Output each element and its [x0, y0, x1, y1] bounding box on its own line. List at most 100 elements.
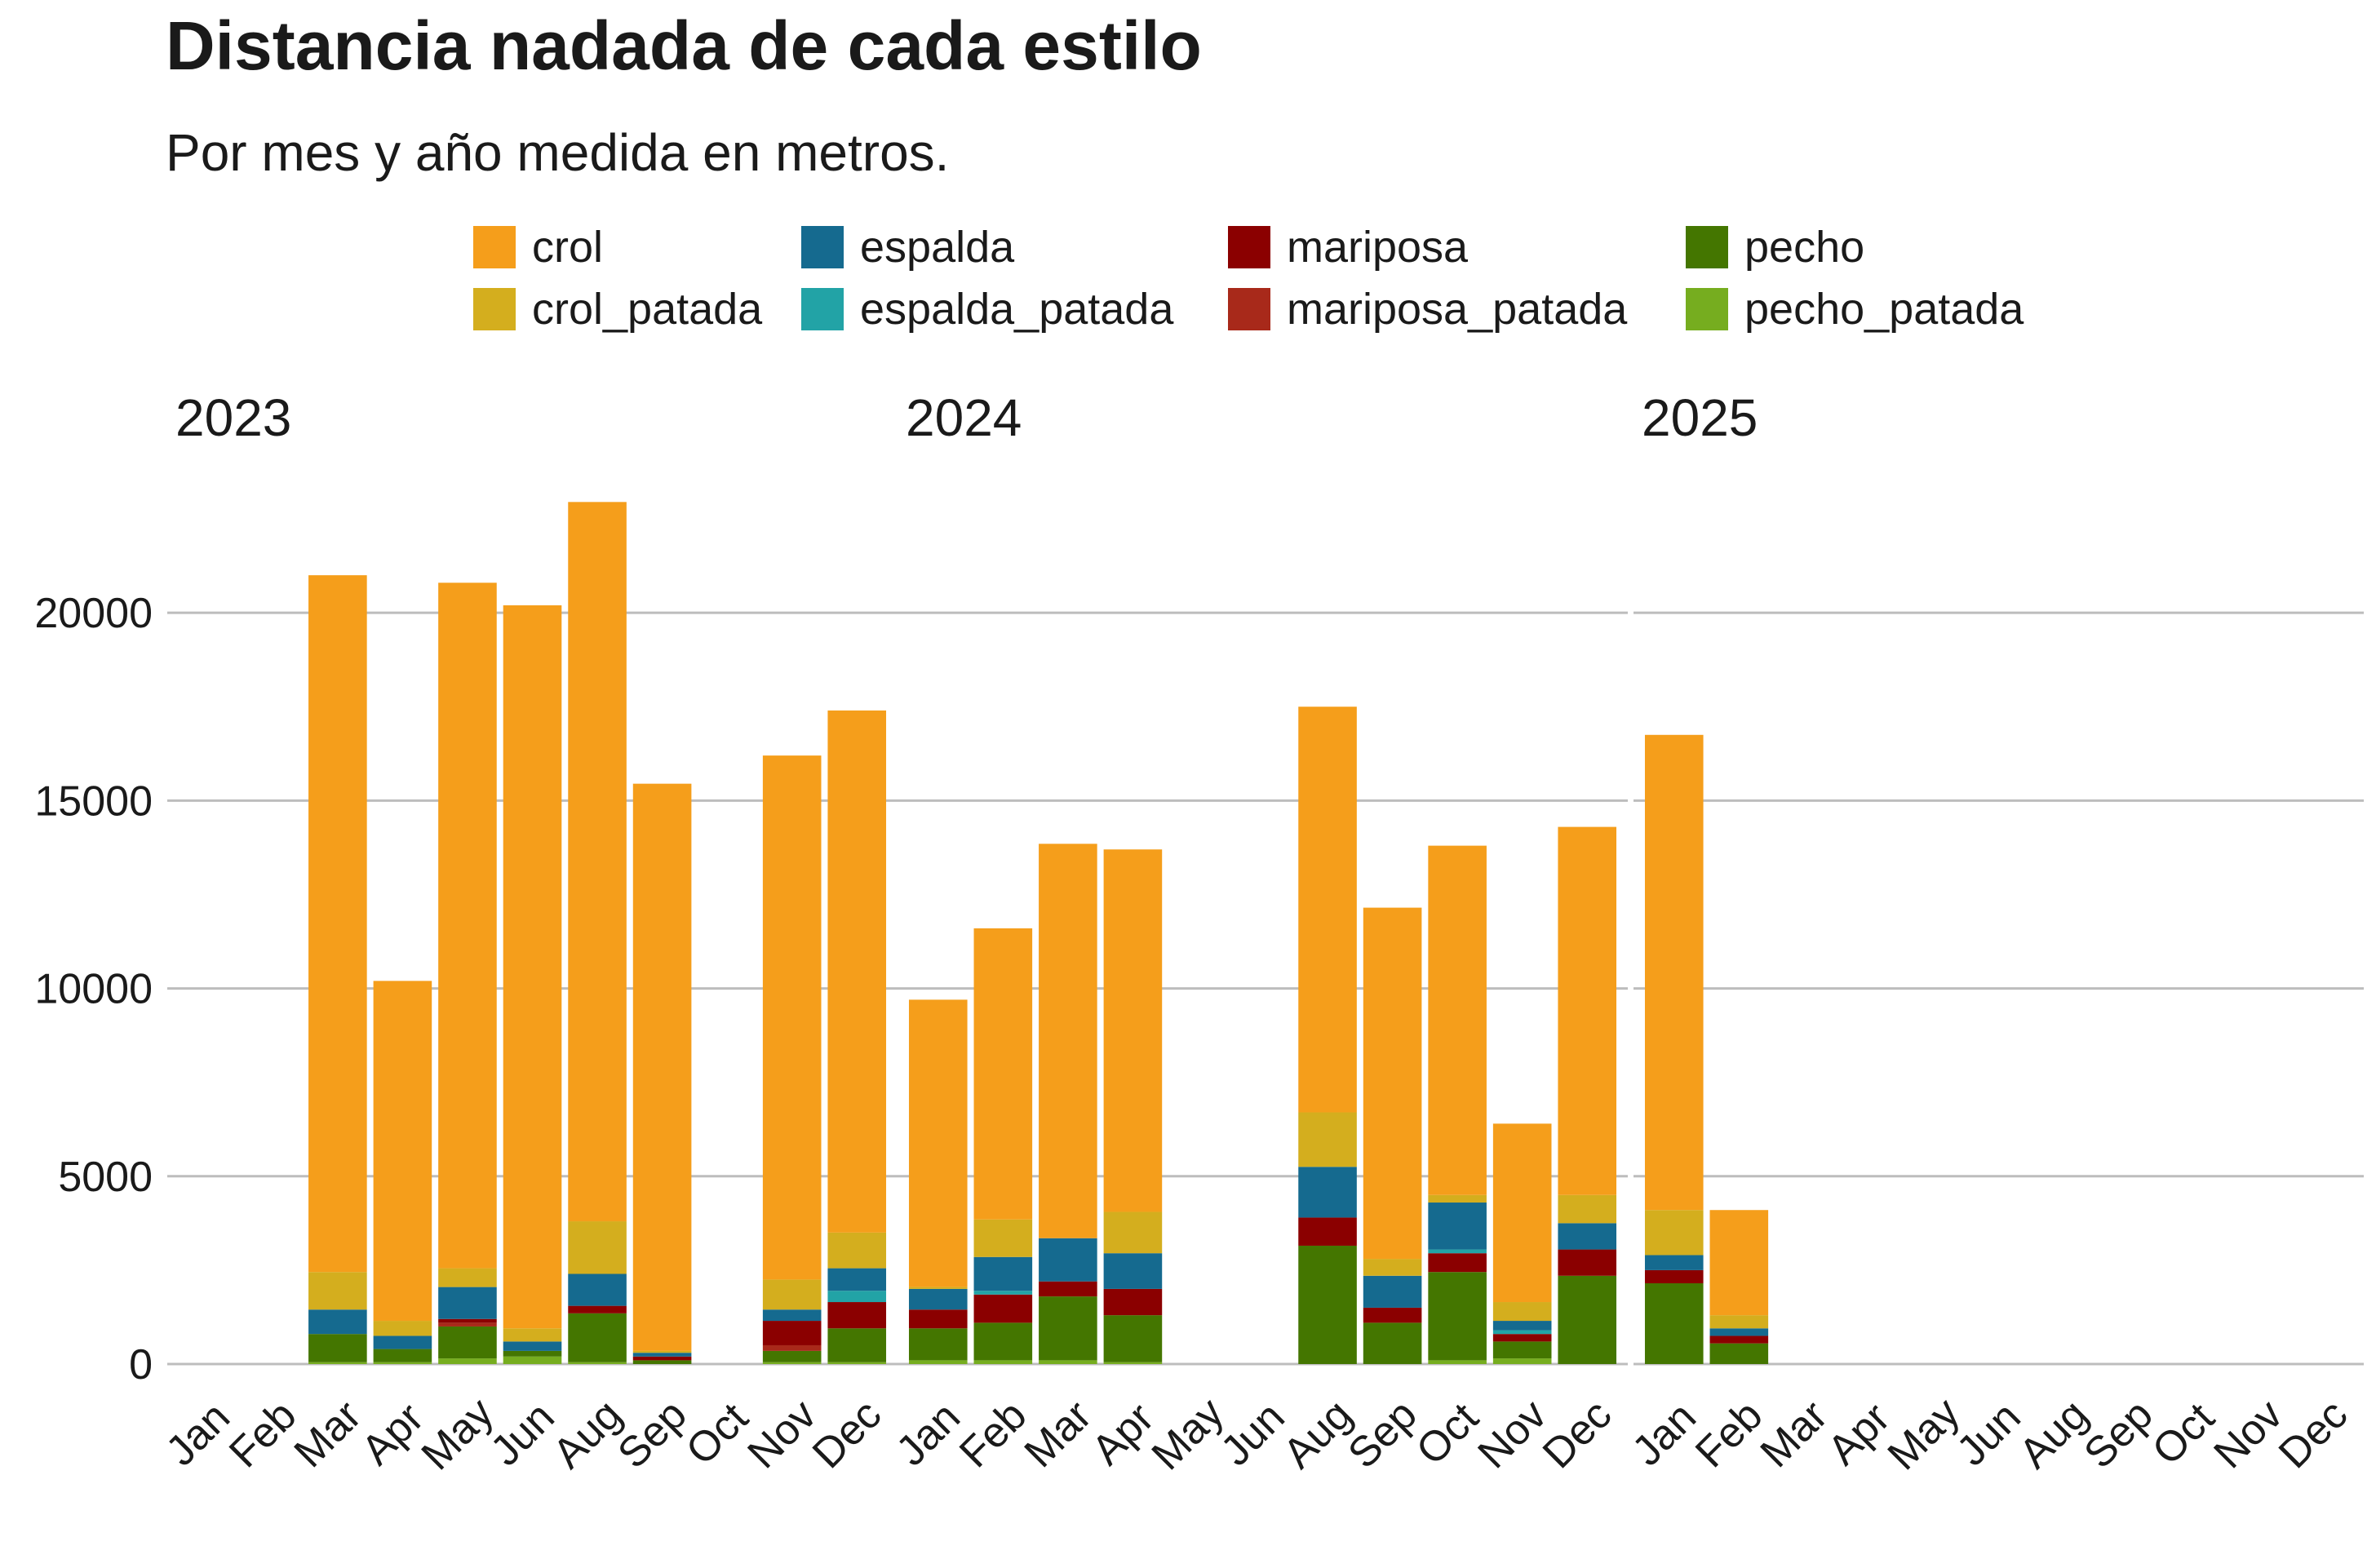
- legend-item-crol-patada: crol_patada: [473, 281, 762, 338]
- bar-segment-crol: [762, 755, 822, 1280]
- bar-segment-pecho: [1363, 1322, 1422, 1364]
- bar-segment-pecho-patada: [438, 1358, 497, 1364]
- bar-segment-crol-patada: [827, 1232, 887, 1269]
- bar-segment-pecho: [973, 1322, 1033, 1361]
- legend-swatch: [801, 288, 844, 330]
- bar-segment-mariposa: [632, 1356, 692, 1361]
- x-tick-label: Oct: [1407, 1393, 1488, 1474]
- bar-segment-mariposa: [1492, 1334, 1552, 1342]
- bar-segment-pecho: [908, 1328, 968, 1361]
- bar-segment-pecho: [1644, 1283, 1704, 1364]
- legend-label: mariposa: [1287, 223, 1469, 272]
- bar-segment-pecho: [1428, 1272, 1487, 1361]
- bar-segment-pecho-patada: [568, 1362, 627, 1364]
- x-tick-label: Feb: [1687, 1392, 1771, 1477]
- bar-segment-pecho-patada: [373, 1362, 432, 1364]
- bar-segment-crol-patada: [1298, 1112, 1357, 1167]
- chart-subtitle: Por mes y año medida en metros.: [166, 123, 950, 182]
- bar-segment-crol: [1644, 734, 1704, 1211]
- x-tick-label: Feb: [220, 1392, 305, 1477]
- bar-segment-pecho-patada: [762, 1362, 822, 1364]
- bar-segment-pecho: [1492, 1341, 1552, 1359]
- bar-segment-crol: [1039, 844, 1097, 1238]
- bar-segment-pecho: [308, 1334, 367, 1362]
- bar-segment-espalda: [632, 1353, 692, 1357]
- bar-segment-crol: [1709, 1210, 1769, 1316]
- panel-title: 2024: [906, 388, 1022, 447]
- bar-segment-mariposa: [1644, 1269, 1704, 1284]
- bar-segment-pecho-patada: [503, 1356, 562, 1364]
- legend-swatch: [473, 288, 516, 330]
- legend-item-crol: crol: [473, 219, 603, 276]
- bar-segment-mariposa: [1103, 1288, 1163, 1316]
- bar-segment-pecho: [762, 1350, 822, 1362]
- bar-segment-pecho: [632, 1360, 692, 1364]
- bar-segment-crol: [827, 710, 887, 1233]
- bar-segment-pecho-patada: [1428, 1360, 1487, 1364]
- bar-segment-espalda: [762, 1309, 822, 1322]
- bar-segment-pecho-patada: [908, 1360, 968, 1364]
- x-tick-label: Dec: [2270, 1391, 2356, 1477]
- bar-segment-crol-patada: [1363, 1259, 1422, 1276]
- bar-segment-crol-patada: [973, 1219, 1033, 1257]
- bar-segment-espalda: [438, 1287, 497, 1319]
- bar-segment-pecho-patada: [973, 1360, 1033, 1364]
- x-tick-label: Feb: [951, 1392, 1035, 1477]
- y-tick-label: 10000: [34, 966, 153, 1013]
- bar-segment-crol-patada: [908, 1287, 968, 1289]
- bar-segment-espalda-patada: [973, 1291, 1033, 1295]
- legend-label: pecho_patada: [1744, 285, 2024, 334]
- bar-segment-crol-patada: [1709, 1315, 1769, 1329]
- bar-segment-crol-patada: [503, 1328, 562, 1342]
- y-tick-label: 0: [129, 1341, 153, 1389]
- bar-segment-pecho-patada: [1103, 1362, 1163, 1364]
- legend-swatch: [1686, 226, 1728, 268]
- bar-segment-pecho-patada: [308, 1362, 367, 1364]
- bar-segment-mariposa: [1363, 1307, 1422, 1323]
- x-tick-label: Oct: [2143, 1393, 2224, 1474]
- panel-title: 2023: [175, 388, 291, 447]
- y-tick-label: 15000: [34, 777, 153, 825]
- bar-segment-espalda: [1492, 1321, 1552, 1331]
- x-tick-label: Mar: [286, 1392, 370, 1477]
- bar-segment-espalda: [1644, 1255, 1704, 1270]
- y-tick-label: 5000: [58, 1154, 153, 1201]
- bar-segment-pecho: [503, 1350, 562, 1357]
- bar-segment-mariposa-patada: [762, 1344, 822, 1351]
- bar-segment-mariposa-patada: [438, 1322, 497, 1327]
- bar-segment-crol: [1363, 907, 1422, 1260]
- x-tick-label: Mar: [1752, 1392, 1837, 1477]
- bar-segment-crol: [373, 981, 432, 1322]
- x-tick-label: Jun: [1212, 1393, 1293, 1475]
- bar-segment-mariposa: [438, 1318, 497, 1323]
- bar-segment-espalda: [503, 1341, 562, 1351]
- x-tick-label: Jan: [1624, 1393, 1705, 1475]
- x-tick-label: Apr: [1083, 1394, 1163, 1474]
- y-tick-label: 20000: [34, 590, 153, 637]
- panel-title: 2025: [1642, 388, 1758, 447]
- legend-swatch: [1228, 288, 1270, 330]
- bar-segment-espalda: [308, 1309, 367, 1335]
- bar-segment-crol-patada: [438, 1268, 497, 1287]
- bar-segment-crol: [1428, 845, 1487, 1195]
- legend-item-espalda: espalda: [801, 219, 1014, 276]
- bar-segment-crol-patada: [762, 1279, 822, 1310]
- bar-segment-mariposa: [827, 1302, 887, 1329]
- bar-segment-mariposa: [1039, 1281, 1097, 1297]
- bar-segment-crol: [1103, 849, 1163, 1212]
- bar-segment-crol-patada: [568, 1221, 627, 1274]
- bar-segment-crol: [908, 999, 968, 1287]
- bar-segment-crol-patada: [1103, 1211, 1163, 1254]
- bar-segment-pecho-patada: [1492, 1358, 1552, 1364]
- bar-segment-espalda: [827, 1268, 887, 1291]
- legend-label: pecho: [1744, 223, 1865, 272]
- bar-segment-mariposa: [1428, 1253, 1487, 1273]
- bar-segment-crol-patada: [1644, 1210, 1704, 1256]
- bar-segment-pecho: [568, 1313, 627, 1362]
- bar-segment-espalda-patada: [827, 1291, 887, 1303]
- x-tick-label: Jan: [157, 1393, 239, 1475]
- bar-segment-crol: [632, 783, 692, 1351]
- legend-item-mariposa-patada: mariposa_patada: [1228, 281, 1627, 338]
